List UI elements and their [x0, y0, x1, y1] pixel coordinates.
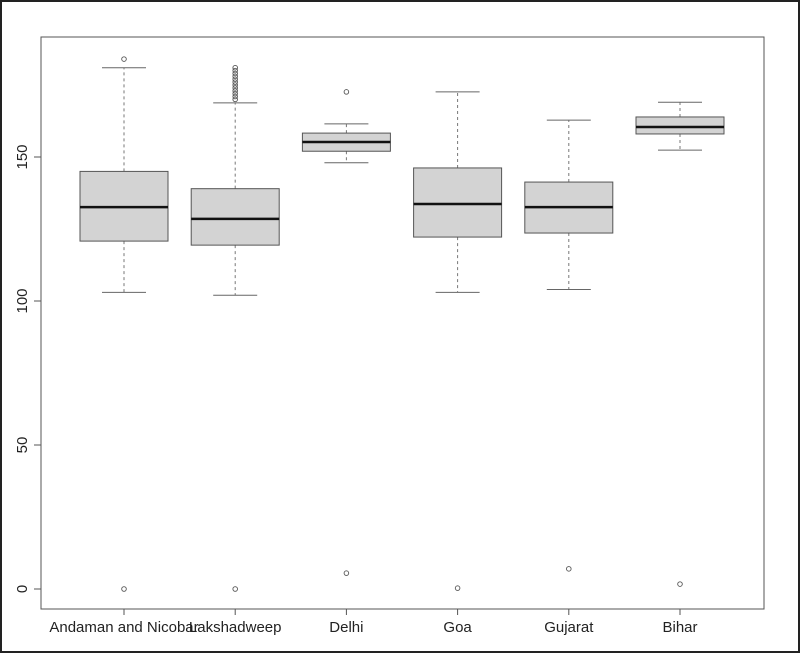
outlier-point: [566, 566, 572, 572]
iqr-box: [635, 116, 725, 135]
outlier-point: [454, 585, 461, 591]
outlier-point: [232, 93, 238, 100]
x-category-label: Goa: [443, 619, 472, 636]
outlier-point: [232, 88, 238, 94]
outlier-point: [232, 67, 238, 74]
x-category-label: Bihar: [662, 619, 697, 636]
outlier-point: [232, 90, 238, 97]
iqr-box: [190, 188, 280, 246]
outlier-point: [232, 76, 238, 82]
outlier-point: [232, 82, 238, 88]
x-category-label: Delhi: [329, 619, 363, 636]
outlier-point: [121, 586, 127, 592]
y-axis: 0 50 100 150: [14, 144, 41, 593]
outlier-point: [232, 73, 238, 80]
box-lakshadweep: [190, 64, 280, 592]
x-category-label: Gujarat: [544, 619, 594, 636]
box-goa: [413, 91, 503, 591]
box-andaman-and-nicobar: [79, 56, 169, 592]
y-tick-label: 0: [14, 585, 31, 593]
y-tick-label: 100: [14, 288, 31, 313]
box-delhi: [301, 89, 391, 576]
outlier-point: [677, 581, 683, 587]
outlier-point: [232, 96, 238, 103]
box-bihar: [635, 101, 725, 587]
x-category-label: Lakshadweep: [189, 619, 282, 636]
outlier-point: [343, 570, 350, 576]
box-gujarat: [524, 119, 614, 572]
iqr-box: [413, 167, 503, 238]
outlier-point: [232, 79, 238, 85]
outlier-point: [343, 89, 350, 95]
y-tick-label: 150: [14, 144, 31, 169]
outlier-point: [232, 64, 238, 71]
boxes: [79, 56, 725, 592]
outlier-point: [121, 56, 127, 62]
outlier-point: [232, 85, 238, 91]
plot-area: [40, 36, 765, 610]
outlier-point: [232, 70, 238, 77]
outlier-point: [232, 586, 238, 592]
x-category-label: Andaman and Nicobar: [49, 619, 198, 636]
y-tick-label: 50: [14, 437, 31, 454]
